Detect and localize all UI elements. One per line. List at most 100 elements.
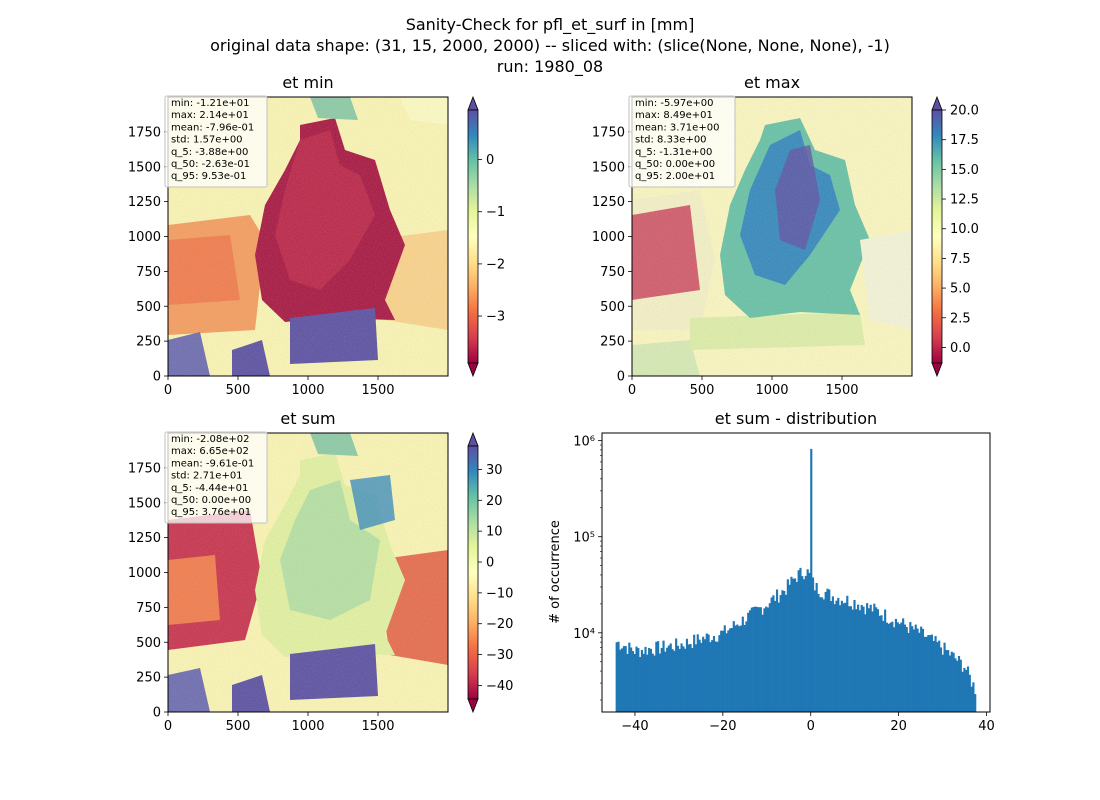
histogram-bar bbox=[869, 604, 872, 712]
histogram-bar bbox=[757, 607, 761, 712]
histogram-bar bbox=[945, 649, 948, 712]
histogram-bar bbox=[628, 642, 631, 712]
y-tick-label: 0 bbox=[153, 706, 161, 721]
histogram-bar bbox=[867, 608, 870, 712]
y-tick-label: 1250 bbox=[128, 531, 161, 546]
histogram-bar bbox=[851, 609, 854, 712]
histogram-bar bbox=[662, 640, 665, 712]
stats-line: q_5: -3.88e+00 bbox=[171, 147, 248, 158]
histogram-bar bbox=[965, 669, 968, 712]
stats-line: mean: -9.61e-01 bbox=[171, 458, 254, 469]
histogram-bar bbox=[684, 648, 687, 712]
histogram-bar bbox=[819, 597, 822, 712]
colorbar-tick-label: −2 bbox=[486, 257, 505, 272]
histogram-bar bbox=[920, 626, 923, 712]
histogram-bar bbox=[903, 624, 907, 712]
histogram-bar bbox=[936, 642, 939, 712]
histogram-bar bbox=[678, 648, 681, 712]
x-tick-label: 1500 bbox=[361, 383, 394, 398]
y-tick-label: 0 bbox=[153, 370, 161, 385]
histogram-bar bbox=[693, 634, 696, 712]
histogram-bar bbox=[876, 609, 880, 712]
histogram-bar bbox=[862, 606, 865, 712]
histogram-bar bbox=[793, 578, 797, 712]
stats-line: q_50: -2.63e-01 bbox=[171, 159, 250, 170]
axes-frame bbox=[601, 432, 991, 713]
histogram-bar bbox=[700, 642, 703, 712]
histogram-bar bbox=[646, 654, 649, 712]
histogram-bar bbox=[721, 630, 725, 712]
colorbar-tick-label: 5.0 bbox=[950, 282, 971, 297]
histogram-bar bbox=[752, 606, 755, 712]
y-tick-label: 750 bbox=[600, 265, 625, 280]
colorbar-tick-label: 10.0 bbox=[950, 222, 979, 237]
histogram-bar bbox=[696, 634, 699, 712]
histogram-bar bbox=[911, 626, 914, 712]
stats-line: max: 8.49e+01 bbox=[635, 110, 713, 121]
histogram-bar bbox=[676, 645, 680, 712]
histogram-bar bbox=[790, 576, 793, 712]
x-tick-label: 1500 bbox=[361, 719, 394, 734]
histogram-bar bbox=[705, 633, 708, 712]
histogram-bar bbox=[702, 636, 705, 712]
histogram-bar bbox=[640, 649, 643, 712]
colorbar-tick-label: 0.0 bbox=[950, 341, 971, 356]
histogram-bar bbox=[741, 616, 744, 712]
histogram-bar bbox=[880, 615, 883, 712]
x-tick-label: −40 bbox=[621, 719, 648, 734]
histogram-bar bbox=[617, 641, 620, 712]
histogram-bar bbox=[894, 618, 898, 712]
histogram-bar bbox=[905, 627, 908, 712]
histogram-bar bbox=[748, 610, 752, 712]
histogram-bar bbox=[772, 595, 775, 712]
histogram-bar bbox=[633, 653, 636, 712]
histogram-bar bbox=[675, 638, 678, 712]
histogram-bar bbox=[811, 577, 815, 712]
histogram-bar bbox=[907, 632, 910, 712]
y-tick-label: 500 bbox=[600, 300, 625, 315]
histogram-bar bbox=[966, 666, 970, 712]
histogram-bar bbox=[929, 635, 932, 712]
histogram-bar bbox=[768, 603, 771, 712]
histogram-bar bbox=[824, 591, 827, 712]
histogram-bar bbox=[802, 579, 806, 712]
x-tick-label: 500 bbox=[226, 719, 251, 734]
histogram-bar bbox=[711, 640, 714, 712]
histogram-bar bbox=[658, 653, 662, 712]
histogram-bar bbox=[786, 579, 789, 712]
stats-line: q_5: -1.31e+00 bbox=[635, 147, 712, 158]
y-tick-label: 750 bbox=[136, 265, 161, 280]
histogram-bar bbox=[777, 602, 780, 712]
histogram-bar bbox=[835, 600, 838, 712]
histogram-bar bbox=[779, 595, 782, 712]
histogram-bar bbox=[651, 653, 654, 712]
histogram-bar bbox=[630, 647, 633, 712]
colorbar-tick-label: 10 bbox=[486, 525, 503, 540]
y-tick-label: 1500 bbox=[128, 160, 161, 175]
colorbar-body bbox=[467, 109, 479, 364]
histogram-bar bbox=[916, 628, 919, 712]
stats-line: q_50: 0.00e+00 bbox=[171, 495, 251, 506]
histogram-bar bbox=[893, 627, 896, 712]
histogram-bar bbox=[828, 589, 831, 712]
histogram-bar bbox=[619, 649, 622, 712]
colorbar-tick-label: 20 bbox=[486, 494, 503, 509]
stats-line: q_5: -4.44e+01 bbox=[171, 483, 248, 494]
y-tick-label: 10⁶ bbox=[573, 435, 595, 450]
histogram-bar bbox=[844, 602, 847, 712]
histogram-bar bbox=[718, 635, 721, 712]
panel-et-max: et max 0 500 1000 1500 0 250 500 750 1000 1250 15… bbox=[592, 73, 979, 398]
stats-line: mean: -7.96e-01 bbox=[171, 122, 254, 133]
histogram-bar bbox=[878, 615, 881, 712]
histogram-bar bbox=[709, 642, 712, 712]
histogram-bar bbox=[730, 628, 734, 712]
y-ticks: 0 250 500 750 1000 1250 1500 1750 bbox=[128, 461, 168, 721]
y-tick-label: 1000 bbox=[592, 230, 625, 245]
colorbar-extend-max bbox=[467, 95, 479, 111]
stats-line: min: -5.97e+00 bbox=[635, 98, 714, 109]
histogram-bar bbox=[743, 624, 746, 712]
histogram-bar bbox=[858, 610, 861, 712]
